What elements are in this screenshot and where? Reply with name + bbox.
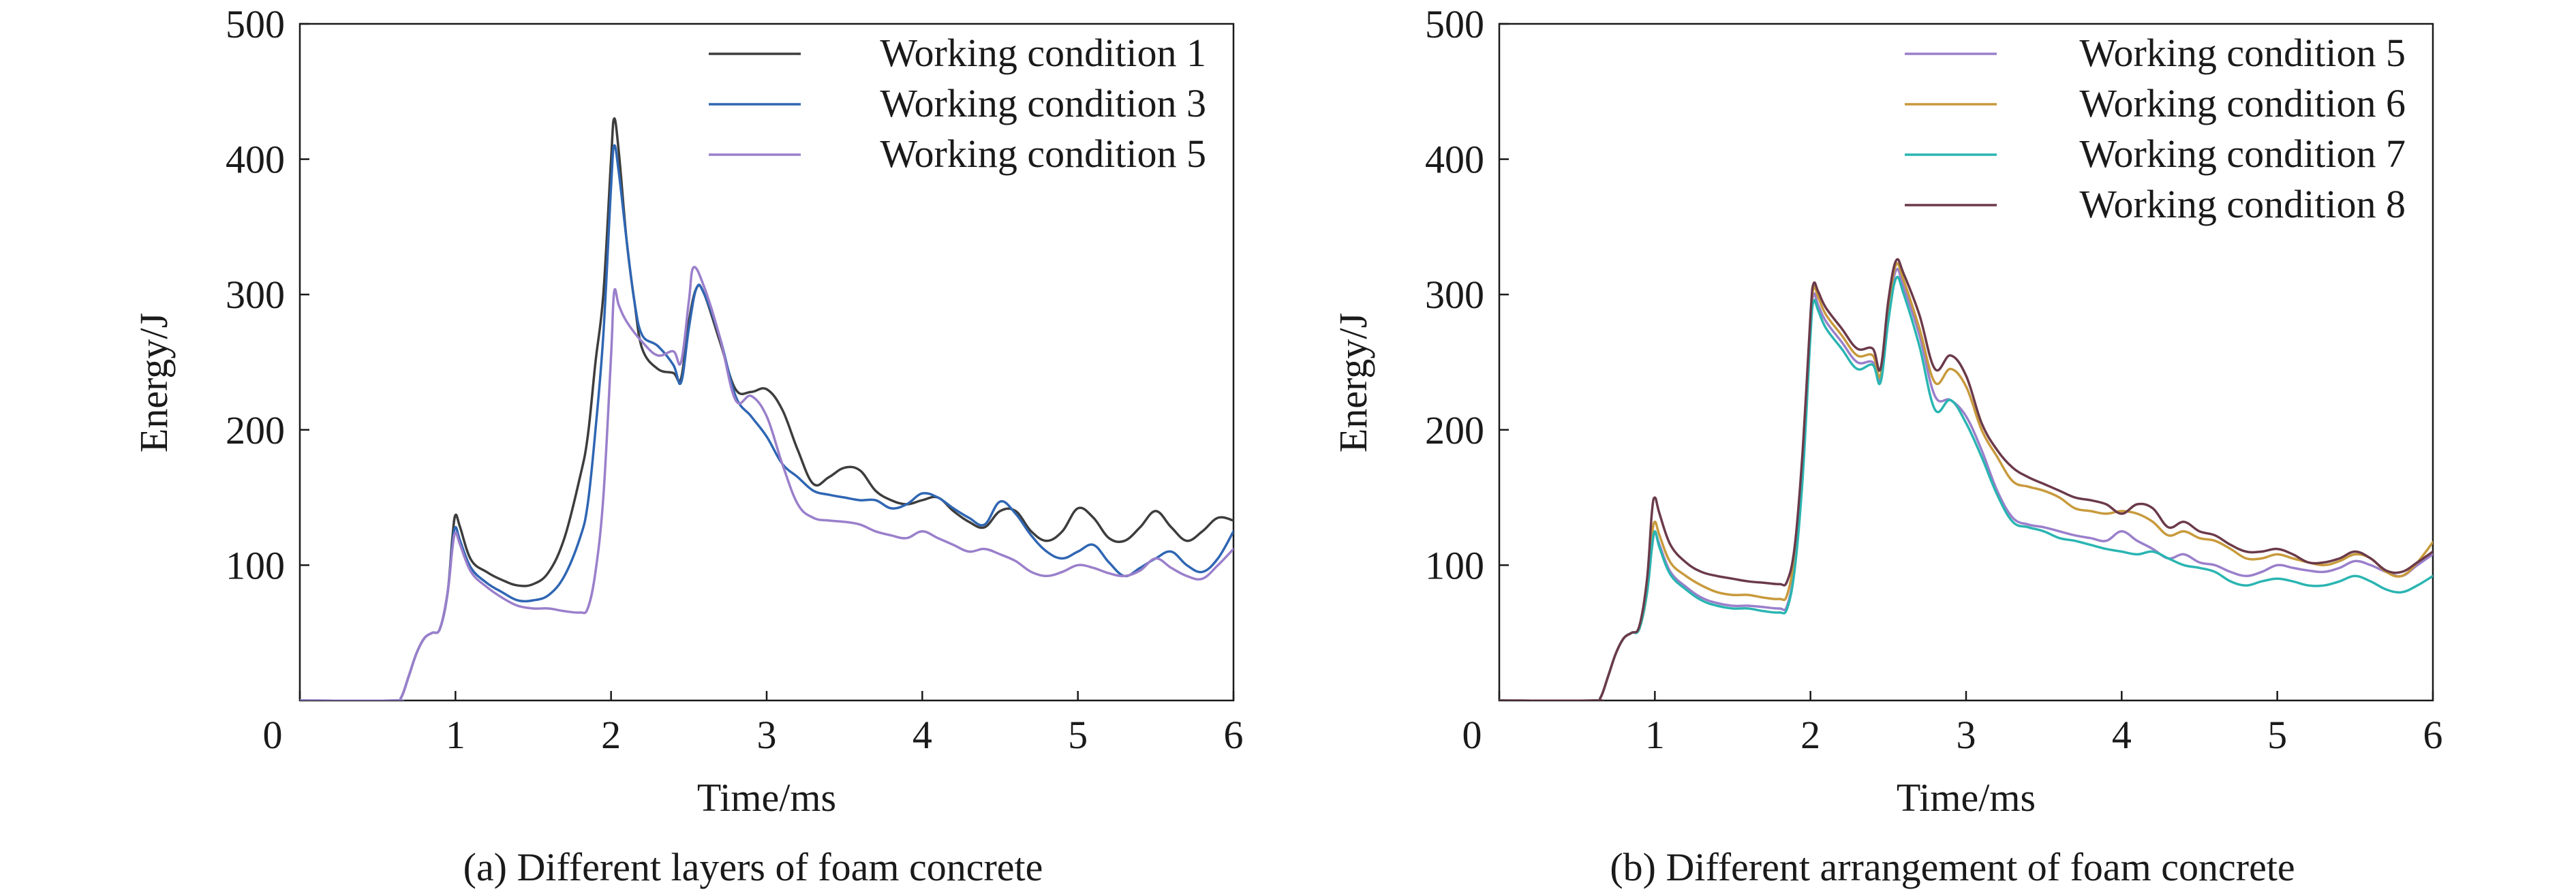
- series-line-2: [1499, 262, 2433, 700]
- x-tick-label: 2: [601, 713, 621, 757]
- x-tick-label: 1: [446, 713, 465, 757]
- x-tick-label: 4: [913, 713, 932, 757]
- y-tick-label: 500: [226, 2, 285, 46]
- y-axis-label: Energy/J: [132, 313, 176, 452]
- series-line-4: [1499, 258, 2433, 700]
- legend-label: Working condition 7: [2079, 132, 2406, 176]
- x-tick-label: 1: [1645, 713, 1665, 757]
- legend-label: Working condition 5: [2079, 31, 2406, 75]
- chart-caption: (a) Different layers of foam concrete: [463, 845, 1043, 889]
- x-tick-label: 6: [2423, 713, 2443, 757]
- chart-a: 0 1 2 3 4 5 6 100 200 300 400 500 Time/ms Energy/J (a)…: [132, 2, 1244, 889]
- series-line-3: [1499, 275, 2433, 700]
- x-axis-label: Time/ms: [1897, 775, 2036, 820]
- y-tick-label: 400: [1425, 138, 1484, 182]
- series-line-2: [300, 144, 1233, 700]
- x-axis-label: Time/ms: [697, 775, 836, 820]
- legend-label: Working condition 3: [880, 81, 1206, 125]
- x-tick-label: 2: [1800, 713, 1820, 757]
- x-tick-label: 4: [2112, 713, 2132, 757]
- x-tick-label: 5: [1068, 713, 1088, 757]
- y-tick-label: 300: [226, 273, 285, 317]
- legend-label: Working condition 1: [880, 31, 1206, 75]
- legend-label: Working condition 8: [2079, 182, 2406, 226]
- y-tick-label: 400: [226, 138, 285, 182]
- y-tick-label: 500: [1425, 2, 1484, 46]
- y-tick-label: 100: [226, 543, 285, 587]
- x-tick-label: 5: [2267, 713, 2287, 757]
- x-tick-label: 3: [1957, 713, 1976, 757]
- chart-caption: (b) Different arrangement of foam concre…: [1610, 845, 2295, 889]
- x-tick-label: 0: [1462, 713, 1482, 757]
- series-line-3: [300, 266, 1233, 700]
- legend-label: Working condition 6: [2079, 81, 2406, 125]
- x-tick-label: 0: [263, 713, 283, 757]
- y-axis-label: Energy/J: [1331, 313, 1375, 452]
- y-tick-label: 300: [1425, 273, 1484, 317]
- x-tick-label: 6: [1224, 713, 1244, 757]
- legend-label: Working condition 5: [880, 132, 1206, 176]
- y-tick-label: 200: [226, 408, 285, 452]
- chart-b: 0 1 2 3 4 5 6 100 200 300 400 500 Time/ms Energy/J (b)…: [1331, 2, 2443, 889]
- y-tick-label: 200: [1425, 408, 1484, 452]
- y-tick-label: 100: [1425, 543, 1484, 587]
- x-tick-label: 3: [757, 713, 777, 757]
